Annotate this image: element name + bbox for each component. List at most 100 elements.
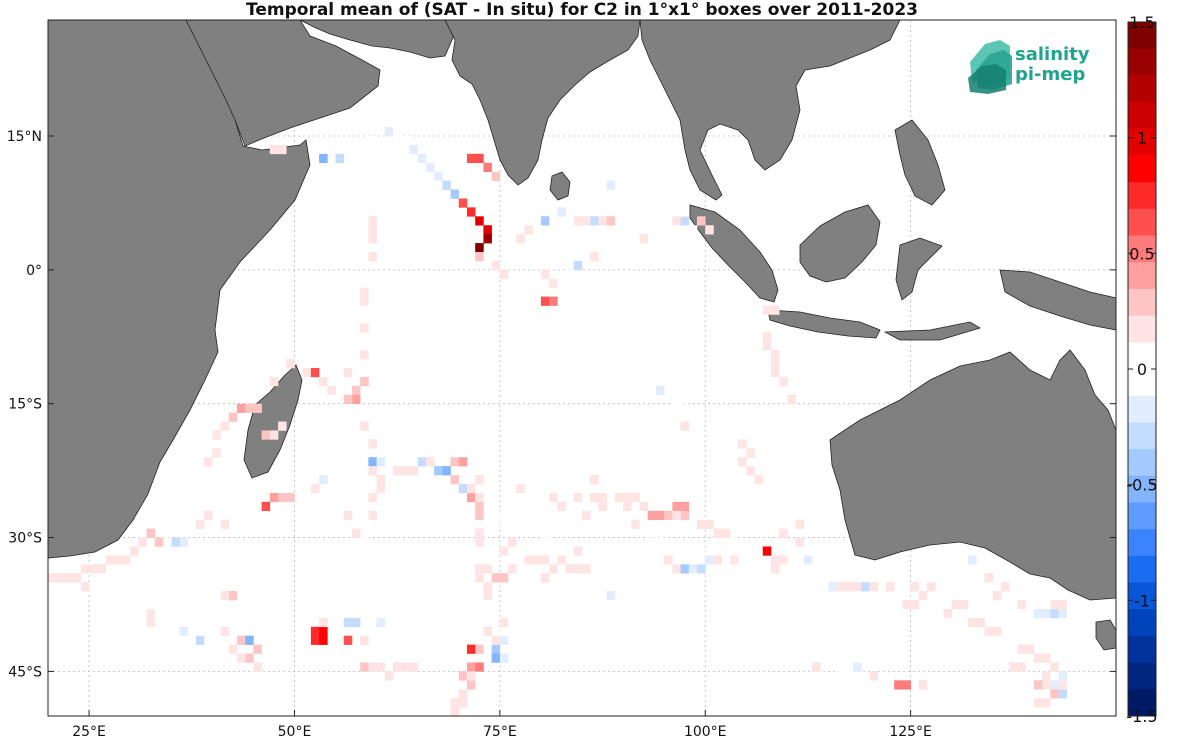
- data-cell: [319, 475, 328, 485]
- colorbar-segment: [1128, 422, 1156, 450]
- data-cell: [466, 662, 476, 672]
- data-cell: [187, 635, 197, 645]
- colorbar-segment: [1128, 102, 1156, 130]
- data-cell: [516, 626, 525, 636]
- land-indochina: [639, 19, 901, 201]
- data-cell: [368, 136, 377, 146]
- data-cell: [959, 600, 969, 610]
- data-cell: [812, 662, 821, 672]
- data-cell: [475, 528, 484, 538]
- data-cell: [499, 653, 509, 663]
- data-cell: [425, 484, 435, 494]
- data-cell: [376, 475, 386, 485]
- data-cell: [261, 501, 271, 512]
- data-cell: [278, 421, 287, 431]
- colorbar-segment: [1128, 609, 1156, 637]
- data-cell: [343, 394, 353, 404]
- data-cell: [113, 555, 123, 565]
- data-cell: [549, 278, 558, 288]
- colorbar-segment: [1128, 395, 1156, 423]
- axis-ticks: 25°E 50°E 75°E 100°E 125°E 15°N 0° 15°S 30°S 45°S: [7, 129, 1116, 740]
- data-cell: [688, 564, 698, 574]
- data-cell: [705, 546, 714, 556]
- data-cell: [475, 475, 484, 485]
- data-cell: [508, 243, 517, 253]
- colorbar-segment: [1128, 555, 1156, 584]
- data-cell: [475, 644, 484, 654]
- data-cell: [466, 484, 476, 494]
- data-cell: [442, 466, 451, 476]
- data-cell: [351, 144, 361, 155]
- data-cell: [984, 626, 994, 636]
- map-title: Temporal mean of (SAT - In situ) for C2 …: [246, 0, 918, 20]
- data-cell: [236, 635, 246, 645]
- lat-tick-label: 45°S: [8, 664, 42, 680]
- data-cell: [368, 662, 377, 672]
- data-cell: [228, 412, 238, 422]
- land-philippines: [894, 119, 946, 206]
- data-cell: [951, 555, 961, 565]
- data-cell: [672, 564, 681, 574]
- land-lesser-sunda: [883, 321, 981, 341]
- data-cell: [738, 546, 747, 556]
- data-cell: [335, 153, 345, 164]
- data-cell: [532, 475, 542, 485]
- data-cell: [171, 537, 180, 547]
- data-cell: [475, 243, 484, 253]
- data-cell: [664, 510, 673, 520]
- data-cell: [499, 573, 509, 583]
- data-cell: [491, 260, 501, 271]
- lon-tick-label: 125°E: [889, 724, 932, 740]
- data-cell: [360, 296, 369, 306]
- data-cell: [121, 555, 131, 565]
- data-cell: [1058, 671, 1068, 681]
- data-cell: [655, 385, 665, 396]
- data-cell: [204, 510, 213, 520]
- data-cell: [204, 457, 213, 467]
- data-cell: [590, 475, 599, 485]
- data-cell: [450, 189, 460, 199]
- data-cell: [1042, 671, 1051, 681]
- data-cell: [146, 546, 156, 556]
- data-cell: [540, 296, 550, 306]
- data-cell: [442, 180, 451, 190]
- data-cell: [499, 519, 509, 529]
- data-cell: [64, 573, 73, 583]
- data-cell: [664, 207, 673, 217]
- data-cell: [1050, 600, 1059, 610]
- data-cell: [894, 680, 903, 690]
- data-cell: [302, 492, 312, 503]
- data-cell: [762, 546, 772, 556]
- colorbar-label: -1.5: [1126, 707, 1157, 726]
- data-cell: [713, 555, 722, 565]
- data-cell: [1025, 644, 1035, 654]
- colorbar-label: -0.5: [1126, 476, 1157, 495]
- data-cell: [319, 635, 328, 645]
- data-cell: [475, 501, 484, 512]
- data-cell: [80, 582, 90, 592]
- data-cells: [48, 127, 1068, 717]
- data-cell: [1058, 600, 1068, 610]
- data-cell: [746, 448, 755, 458]
- data-cell: [376, 662, 386, 672]
- colorbar-segment: [1128, 689, 1156, 717]
- data-cell: [606, 216, 616, 226]
- data-cell: [401, 136, 410, 146]
- lat-tick-label: 15°S: [8, 397, 42, 413]
- data-cell: [795, 519, 805, 529]
- data-cell: [458, 671, 468, 681]
- data-cell: [360, 528, 369, 538]
- data-cell: [360, 323, 369, 333]
- lat-tick-label: 0°: [26, 263, 42, 279]
- data-cell: [491, 644, 501, 654]
- salinity-pimep-logo: salinity pi-mep: [968, 40, 1090, 94]
- data-cell: [1058, 608, 1068, 619]
- data-cell: [762, 305, 772, 315]
- colorbar-label: -1: [1134, 591, 1150, 610]
- data-cell: [1033, 608, 1043, 619]
- data-cell: [269, 430, 279, 440]
- colorbar-segment: [1128, 529, 1156, 557]
- data-cell: [861, 582, 870, 592]
- data-cell: [491, 635, 501, 645]
- data-cell: [376, 457, 386, 467]
